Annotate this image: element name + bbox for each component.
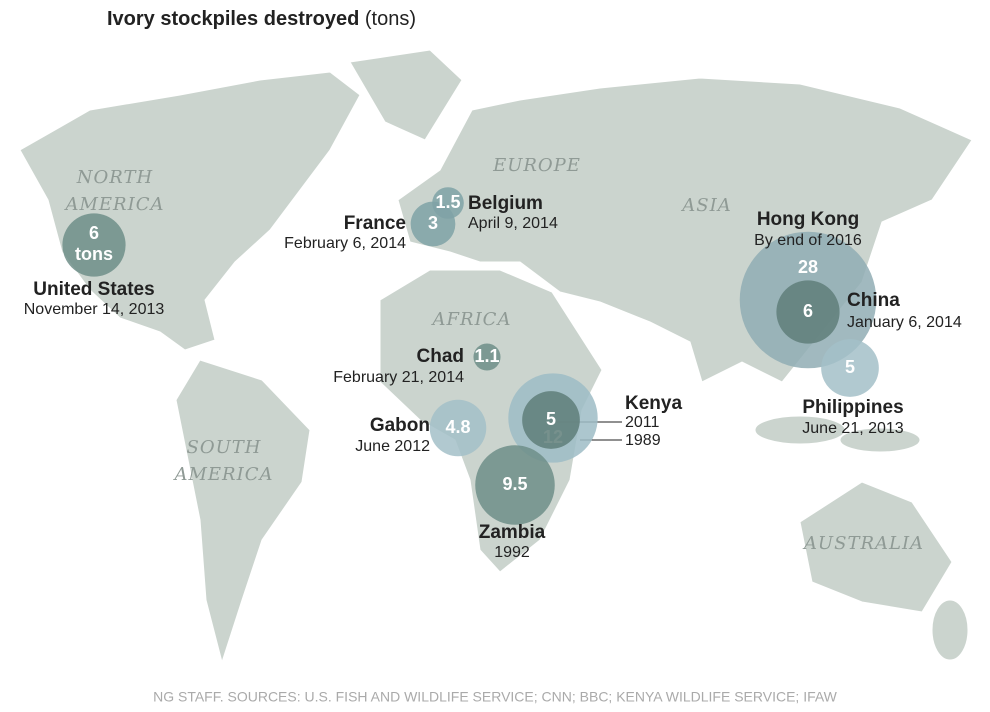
- bubble: [429, 399, 487, 457]
- bubble: [776, 280, 840, 344]
- site-name: France: [344, 213, 406, 234]
- bubble-label: 5: [845, 357, 855, 377]
- site-name: United States: [33, 279, 154, 300]
- region-label: SOUTH: [187, 437, 262, 458]
- site-name: China: [847, 290, 900, 311]
- site-date: 1992: [494, 544, 530, 561]
- bubble-label: 28: [798, 257, 818, 277]
- site-date: January 6, 2014: [847, 314, 962, 331]
- bubble: [475, 445, 555, 525]
- bubble-label: 5: [546, 409, 556, 429]
- bubble-unit: tons: [75, 244, 113, 264]
- region-label: NORTH: [76, 167, 153, 188]
- site-date: November 14, 2013: [24, 301, 165, 318]
- bubble-label: 1.5: [435, 192, 460, 212]
- region-label: AFRICA: [431, 309, 512, 330]
- bubble-label: 6: [89, 223, 99, 243]
- bubble: [432, 187, 464, 219]
- title-main: Ivory stockpiles destroyed: [107, 8, 359, 30]
- bubble-label: 9.5: [502, 474, 527, 494]
- site-name: Chad: [417, 346, 465, 367]
- site-name: Gabon: [370, 415, 430, 436]
- site-date: April 9, 2014: [468, 215, 558, 232]
- site-name: Philippines: [802, 397, 903, 418]
- title-unit: (tons): [365, 8, 416, 30]
- site-date: June 2012: [355, 438, 430, 455]
- bubble-label: 4.8: [445, 417, 470, 437]
- bubble-label: 1.1: [474, 346, 499, 366]
- bubble: [821, 339, 879, 397]
- site-name: Kenya: [625, 393, 682, 414]
- region-label: AMERICA: [63, 194, 164, 215]
- region-label: EUROPE: [492, 155, 581, 176]
- site-date: February 21, 2014: [333, 369, 464, 386]
- bubble: [522, 391, 580, 449]
- region-label: AUSTRALIA: [802, 533, 924, 554]
- bubble-label: 3: [428, 213, 438, 233]
- site-date: 2011: [625, 414, 660, 431]
- site-name: Zambia: [479, 522, 546, 543]
- site-date: June 21, 2013: [802, 420, 904, 437]
- site-name: Hong Kong: [757, 209, 859, 230]
- land: [19, 49, 973, 664]
- bubble-label: 6: [803, 301, 813, 321]
- site-date: 1989: [625, 432, 661, 449]
- bubble: [473, 343, 501, 371]
- source: NG STAFF. SOURCES: U.S. FISH AND WILDLIF…: [153, 689, 838, 705]
- region-label: AMERICA: [172, 464, 273, 485]
- site-date: February 6, 2014: [284, 235, 406, 252]
- site-date: By end of 2016: [754, 232, 862, 249]
- region-label: ASIA: [680, 195, 731, 216]
- site-name: Belgium: [468, 193, 543, 214]
- title: Ivory stockpiles destroyed (tons): [107, 8, 416, 30]
- bubble: [62, 213, 126, 277]
